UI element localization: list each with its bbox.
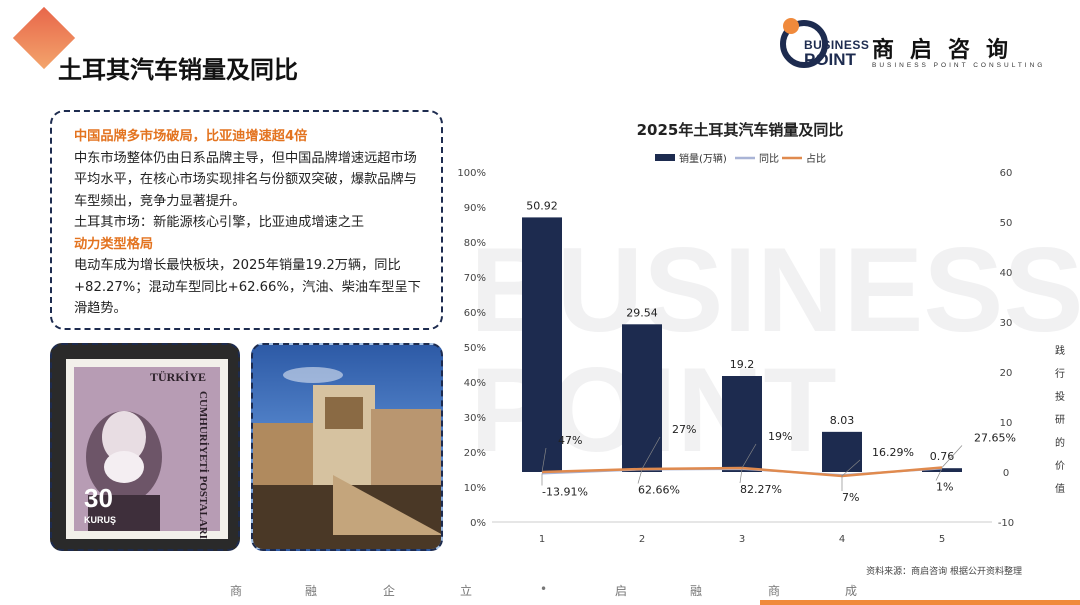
legend-label: 销量(万辆)	[679, 152, 727, 165]
left-axis-tick: 100%	[457, 168, 486, 179]
footer-char: 启	[615, 584, 628, 598]
logo-en: BUSINESS POINT CONSULTING	[872, 62, 1046, 69]
yoy-label-leader	[935, 468, 943, 481]
left-axis-tick: 10%	[464, 483, 486, 494]
share-label-leader	[941, 445, 963, 468]
sales-bar-label: 50.92	[526, 199, 558, 212]
legend-label: 同比	[759, 153, 779, 165]
left-axis-tick: 90%	[464, 203, 486, 214]
side-vertical-char: 价	[1055, 461, 1065, 472]
footer-char: 融	[690, 584, 703, 598]
logo-ring	[780, 20, 828, 68]
x-axis-tick: 4	[839, 534, 845, 545]
yoy-data-label: 1%	[936, 481, 953, 494]
company-logo: BUSINESS POINT 商启咨询 BUSINESS POINT CONSU…	[780, 18, 1060, 72]
footer-char: 融	[305, 584, 318, 598]
heading-chinese-brands: 中国品牌多市场破局，比亚迪增速超4倍	[74, 129, 308, 144]
share-data-label: 27.65%	[974, 432, 1016, 445]
stamp-vertical-text: CUMHURİYETİ POSTALARI	[197, 391, 209, 539]
yoy-data-label: 82.27%	[740, 483, 782, 496]
sales-bar-label: 19.2	[730, 358, 755, 371]
side-vertical-char: 值	[1055, 484, 1065, 495]
right-axis-tick: 10	[1000, 418, 1013, 429]
paragraph-turkey: 土耳其市场：新能源核心引擎，比亚迪成增速之王	[74, 215, 365, 230]
heading-powertrain: 动力类型格局	[74, 236, 154, 252]
logo-word-top: BUSINESS	[804, 38, 870, 52]
footer-char: 成	[845, 584, 858, 598]
x-axis-tick: 5	[939, 534, 945, 545]
stamp-unit: KURUŞ	[84, 515, 116, 525]
sales-bar-label: 8.03	[830, 414, 855, 427]
right-axis-tick: -10	[998, 518, 1014, 529]
sales-bar	[722, 376, 762, 472]
left-axis-tick: 80%	[464, 238, 486, 249]
summary-textbox: 中国品牌多市场破局，比亚迪增速超4倍 中东市场整体仍由日系品牌主导，但中国品牌增…	[50, 110, 443, 330]
right-axis-tick: 50	[1000, 218, 1013, 229]
stamp-country: TÜRKİYE	[150, 370, 206, 384]
yoy-data-label: -13.91%	[542, 486, 588, 499]
right-axis-tick: 60	[1000, 168, 1013, 179]
share-label-leader	[841, 459, 861, 477]
logo-dot	[783, 18, 799, 34]
share-data-label: 19%	[768, 430, 792, 443]
left-axis-tick: 40%	[464, 378, 486, 389]
footer-char: •	[540, 582, 548, 596]
footer-char: 商	[768, 584, 781, 598]
left-axis-tick: 60%	[464, 308, 486, 319]
right-axis-tick: 0	[1003, 468, 1009, 479]
stamp-image: TÜRKİYE CUMHURİYETİ POSTALARI 30 KURUŞ	[50, 343, 240, 551]
sales-bar-label: 29.54	[626, 306, 658, 319]
left-axis-tick: 30%	[464, 413, 486, 424]
footer-slogan: 商 融 企 立 • 启 融 商 成	[0, 582, 1080, 602]
yoy-label-leader	[739, 468, 743, 484]
footer-char: 企	[383, 584, 396, 598]
paragraph-middle-east: 中东市场整体仍由日系品牌主导，但中国品牌增速远超市场平均水平，在核心市场实现排名…	[74, 150, 417, 209]
bottom-accent-bar	[760, 600, 1080, 605]
legend-label: 占比	[806, 152, 826, 165]
side-vertical-slogan: 践行投研的价值	[1053, 340, 1067, 501]
right-axis-tick: 40	[1000, 268, 1013, 279]
chart-title: 2025年土耳其汽车销量及同比	[637, 121, 844, 139]
x-axis-tick: 1	[539, 534, 545, 545]
side-vertical-char: 行	[1055, 369, 1065, 380]
left-axis-tick: 0%	[470, 518, 486, 529]
footer-char: 立	[460, 584, 473, 598]
share-data-label: 47%	[558, 434, 582, 447]
share-data-label: 27%	[672, 423, 696, 436]
footer-char: 商	[230, 584, 243, 598]
left-axis-tick: 20%	[464, 448, 486, 459]
sales-bar	[922, 468, 962, 472]
city-image	[251, 343, 443, 551]
left-axis-tick: 50%	[464, 343, 486, 354]
side-vertical-char: 践	[1055, 346, 1065, 357]
source-note: 资料来源：商启咨询 根据公开资料整理	[866, 565, 1022, 577]
legend-marker-sales	[655, 154, 675, 161]
side-vertical-char: 研	[1055, 415, 1065, 426]
sales-bar-label: 0.76	[930, 450, 955, 463]
sales-bar	[622, 324, 662, 472]
sales-bar	[822, 431, 862, 472]
x-axis-tick: 2	[639, 534, 645, 545]
share-data-label: 16.29%	[872, 446, 914, 459]
logo-word-bottom: POINT	[804, 50, 856, 69]
side-vertical-char: 的	[1055, 438, 1065, 449]
page-title: 土耳其汽车销量及同比	[58, 56, 298, 84]
side-vertical-char: 投	[1055, 392, 1065, 403]
x-axis-tick: 3	[739, 534, 745, 545]
right-axis-tick: 30	[1000, 318, 1013, 329]
sales-bar	[522, 217, 562, 472]
yoy-data-label: 62.66%	[638, 484, 680, 497]
paragraph-ev: 电动车成为增长最快板块，2025年销量19.2万辆，同比+82.27%；混动车型…	[74, 258, 421, 316]
share-label-leader	[541, 447, 547, 473]
stamp-value: 30	[84, 483, 113, 513]
yoy-label-leader	[637, 469, 643, 484]
logo-cn: 商启咨询	[872, 38, 1025, 63]
right-axis-tick: 20	[1000, 368, 1013, 379]
share-label-leader	[641, 436, 661, 470]
yoy-data-label: 7%	[842, 491, 859, 504]
share-label-leader	[741, 443, 757, 469]
left-axis-tick: 70%	[464, 273, 486, 284]
